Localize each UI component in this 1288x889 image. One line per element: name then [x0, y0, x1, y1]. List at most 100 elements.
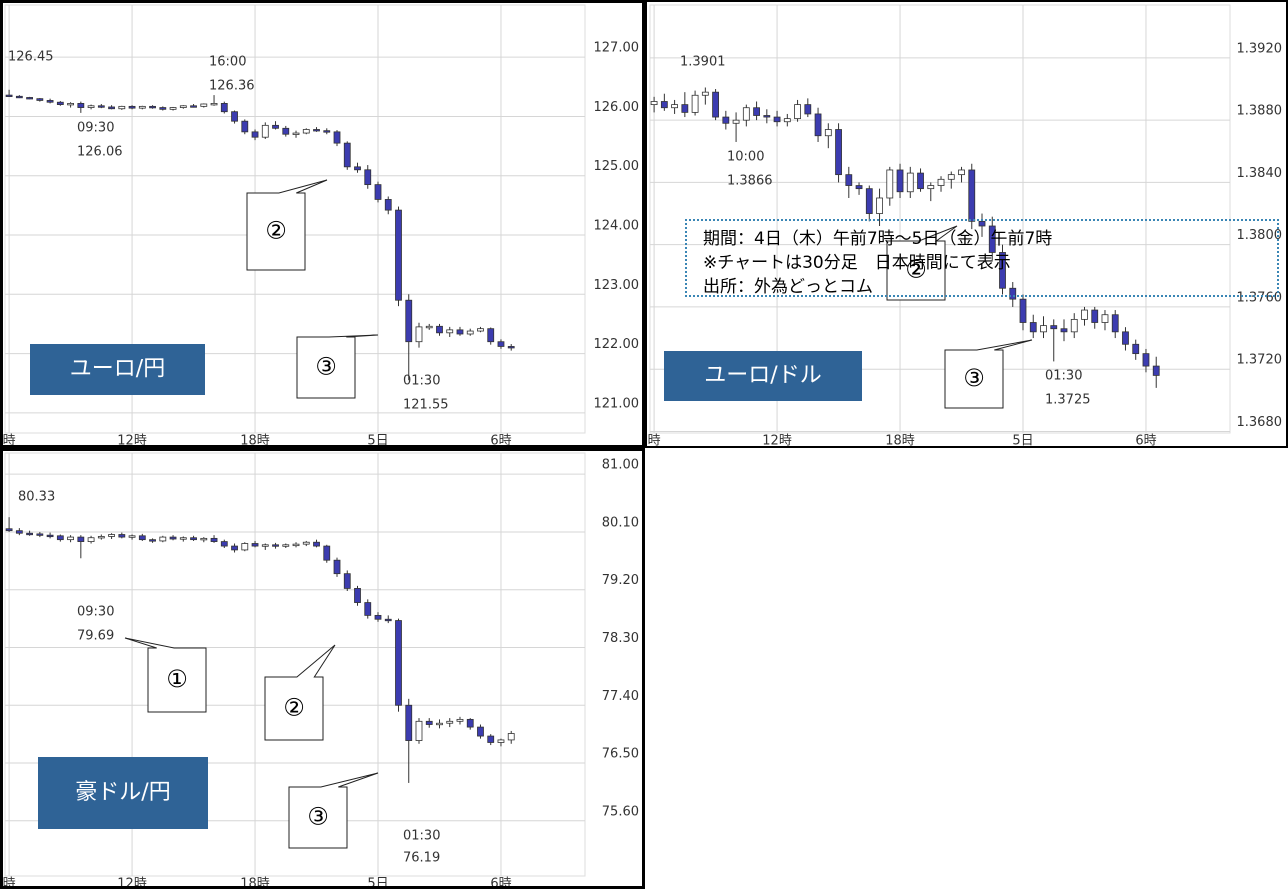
candle-body	[1050, 325, 1058, 330]
candle-body	[701, 91, 709, 96]
candle-body	[477, 726, 484, 737]
candle-body	[56, 535, 64, 541]
candle-body	[1019, 298, 1027, 323]
candle-body	[999, 252, 1006, 289]
annotation: 09:30	[77, 121, 114, 136]
annotation: 01:30	[1045, 369, 1082, 384]
pair-label-box	[664, 351, 862, 401]
candle-body	[671, 104, 678, 109]
pair-label: 豪ドル/円	[75, 780, 170, 805]
chart-border	[0, 448, 645, 889]
candle-body	[241, 543, 249, 551]
candle-body	[97, 536, 105, 539]
callout-label: ②	[283, 694, 305, 722]
candle-body	[169, 107, 177, 110]
y-tick-label: 125.00	[594, 159, 640, 174]
candle-body	[323, 545, 331, 561]
candle-body	[487, 735, 495, 743]
candle-body	[67, 103, 74, 106]
y-tick-label: 78.30	[602, 631, 639, 646]
candle-body	[282, 544, 290, 547]
candle-body	[456, 329, 464, 335]
note-line: 出所：外為どっとコム	[703, 277, 873, 297]
candle-body	[77, 103, 85, 108]
candle-body	[876, 197, 883, 214]
candle-body	[251, 543, 259, 547]
chart-border	[645, 0, 1288, 448]
x-tick-label: 5日	[367, 434, 388, 449]
annotation: 121.55	[403, 398, 449, 413]
chart-eur-jpy: 127.00 126.00 125.00 124.00 123.00 122.00 121.…	[0, 0, 645, 448]
candle-body	[763, 115, 771, 118]
candle-body	[364, 169, 372, 186]
candle-body	[487, 328, 495, 343]
callout-label: ③	[307, 803, 329, 831]
candle-body	[906, 172, 914, 193]
candle-body	[272, 124, 279, 129]
candle-body	[138, 535, 146, 541]
candle-body	[732, 119, 740, 124]
candle-body	[5, 94, 13, 98]
candle-body	[200, 103, 208, 107]
candle-body	[231, 545, 238, 551]
y-tick-label: 75.60	[602, 804, 639, 819]
chart-border	[0, 0, 645, 448]
candle-body	[231, 111, 238, 122]
x-tick-label: 6時	[1135, 434, 1156, 449]
candle-body	[753, 107, 760, 116]
candle-body	[446, 329, 454, 334]
candle-body	[241, 120, 249, 133]
candle-body	[97, 105, 105, 108]
candle-body	[405, 704, 413, 741]
candle-body	[128, 105, 136, 109]
candle-body	[722, 116, 730, 124]
annotation: 09:30	[77, 605, 114, 620]
candle-body	[149, 539, 156, 542]
candle-body	[804, 104, 812, 115]
candle-body	[691, 94, 699, 113]
candle-body	[968, 169, 976, 222]
candle-body	[824, 129, 832, 137]
candle-body	[251, 131, 259, 138]
callout-box	[288, 772, 379, 849]
candle-body	[36, 98, 44, 101]
chart-aud-jpy: 81.00 80.10 79.20 78.30 77.40 76.50 75.60 時 12時 1…	[0, 448, 645, 889]
candle-body	[333, 131, 341, 144]
x-tick-label: 時	[3, 434, 16, 449]
candle-body	[835, 129, 842, 176]
candle-body	[46, 534, 54, 538]
candle-body	[354, 588, 361, 603]
annotation: 16:00	[209, 55, 246, 70]
candle-body	[1101, 314, 1109, 323]
candle-body	[374, 184, 382, 200]
candle-body	[333, 559, 341, 575]
note-line: ※チャートは30分足 日本時間にて表示	[703, 253, 1011, 273]
candle-body	[886, 169, 894, 199]
candle-body	[302, 129, 310, 134]
annotation: 1.3725	[1045, 393, 1091, 408]
y-tick-label: 124.00	[594, 219, 640, 234]
candle-body	[845, 174, 853, 186]
candle-body	[783, 118, 791, 123]
annotation: 80.33	[18, 490, 55, 505]
candle-body	[436, 325, 443, 334]
pair-label: ユーロ/円	[70, 357, 165, 382]
annotation: 1.3866	[727, 174, 773, 189]
candle-body	[374, 614, 382, 620]
y-tick-label: 122.00	[594, 337, 640, 352]
x-tick-label: 12時	[117, 434, 147, 449]
callout-box	[296, 334, 379, 399]
candle-body	[794, 104, 801, 120]
x-tick-label: 6時	[490, 434, 511, 449]
candle-body	[395, 209, 402, 301]
candle-body	[87, 105, 95, 108]
candle-body	[169, 536, 177, 540]
candle-body	[425, 720, 433, 725]
candle-body	[978, 220, 986, 227]
candle-body	[415, 326, 423, 343]
x-tick-label: 時	[3, 877, 16, 889]
candle-body	[261, 124, 269, 138]
candle-body	[660, 101, 668, 109]
candle-body	[190, 105, 197, 108]
candle-body	[1040, 325, 1047, 333]
